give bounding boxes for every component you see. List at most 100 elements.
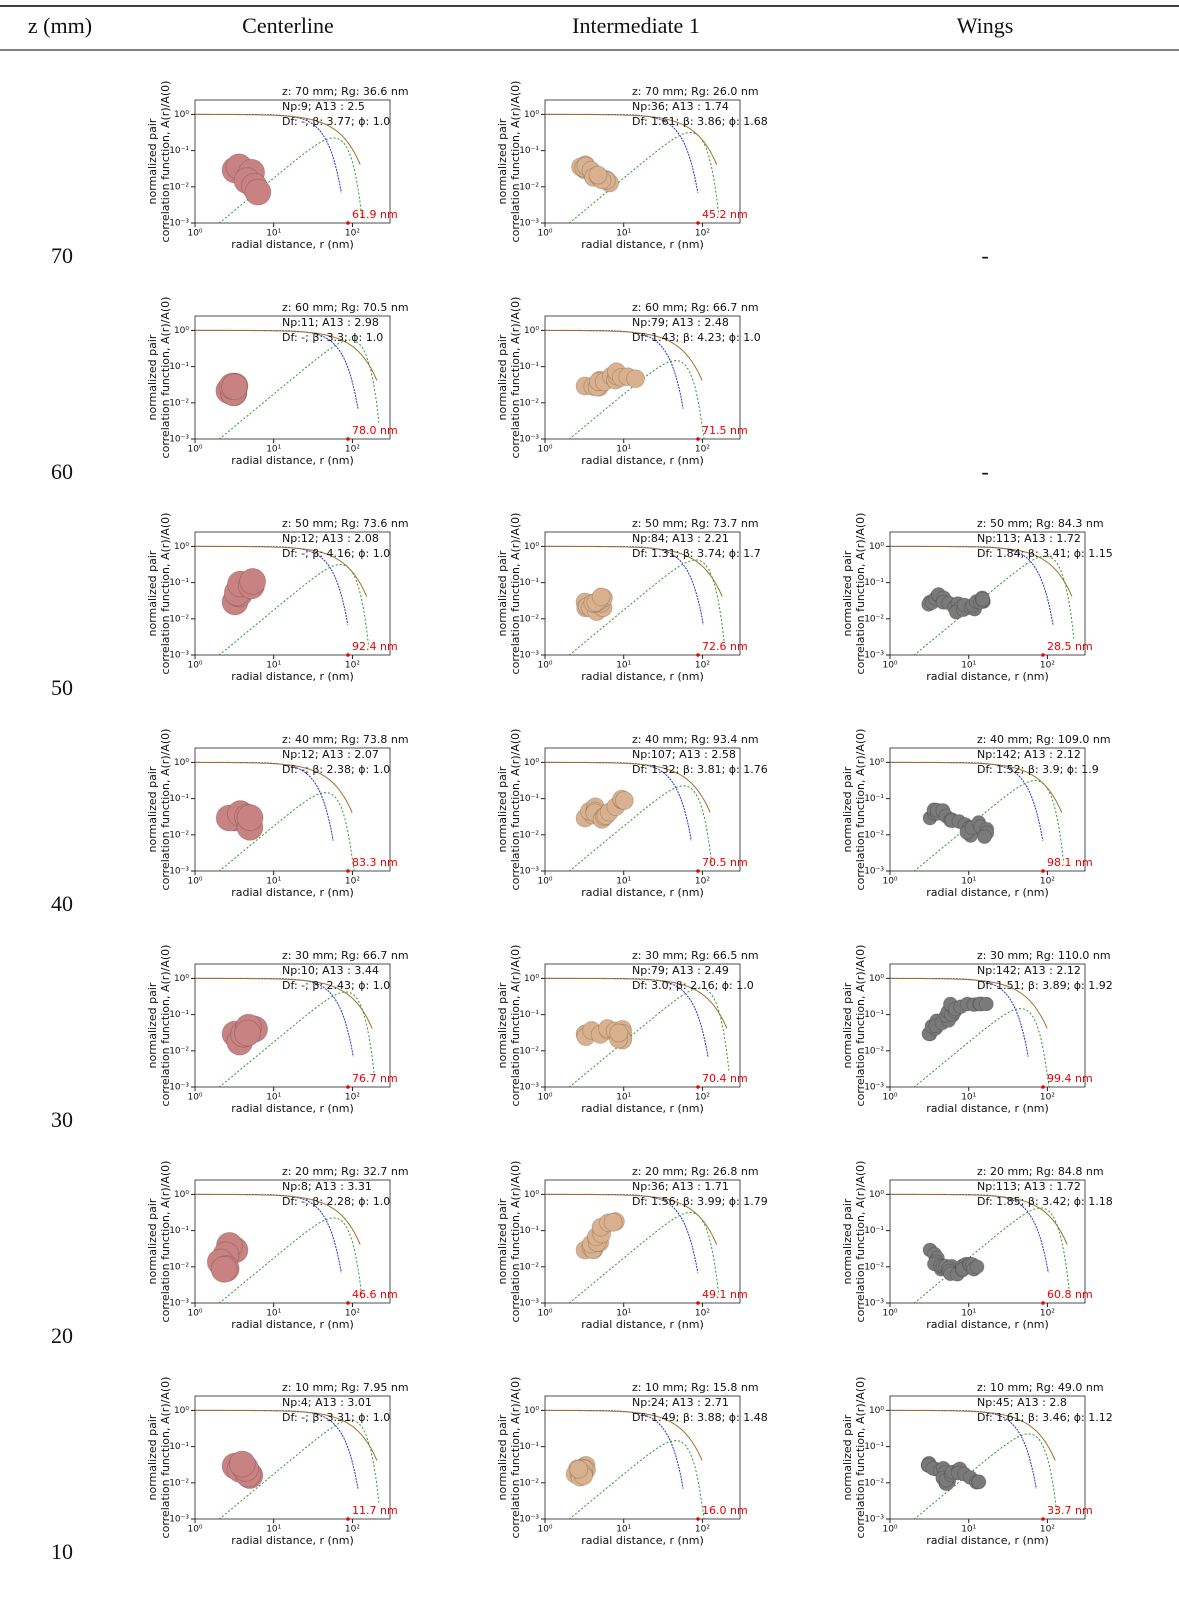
x-tick-label: 10² bbox=[1040, 1525, 1055, 1535]
x-axis-label: radial distance, r (nm) bbox=[926, 670, 1049, 683]
row-z-label: 20 bbox=[51, 1323, 73, 1348]
size-marker bbox=[346, 653, 350, 657]
green-curve bbox=[568, 559, 725, 656]
annotation-line: Df: 1.85; β: 3.42; ϕ: 1.18 bbox=[977, 1195, 1113, 1208]
y-tick-label: 10⁻² bbox=[864, 1262, 884, 1272]
aggregate-particle bbox=[569, 1459, 589, 1479]
y-tick-label: 10⁻² bbox=[169, 1262, 189, 1272]
size-marker bbox=[696, 869, 700, 873]
brown-curve bbox=[195, 113, 361, 165]
annotation-line: Np:36; A13 : 1.74 bbox=[632, 100, 729, 113]
y-axis-label: correlation function, A(r)/A(0) bbox=[509, 81, 522, 243]
annotation-line: Np:11; A13 : 2.98 bbox=[282, 316, 379, 329]
x-tick-label: 10² bbox=[695, 1093, 710, 1103]
annotation-line: Df: 1.84; β: 3.41; ϕ: 1.15 bbox=[977, 547, 1113, 560]
size-marker bbox=[346, 1085, 350, 1089]
x-tick-label: 10² bbox=[1040, 1093, 1055, 1103]
x-axis-label: radial distance, r (nm) bbox=[231, 1318, 354, 1331]
row-z-label: 60 bbox=[51, 459, 73, 484]
y-tick-label: 10⁻³ bbox=[864, 1515, 884, 1525]
x-tick-label: 10⁰ bbox=[882, 1093, 897, 1103]
size-marker bbox=[346, 221, 350, 225]
y-axis-label: normalized pair bbox=[496, 334, 509, 420]
aggregate-particle bbox=[626, 369, 646, 389]
y-tick-label: 10⁰ bbox=[174, 1190, 189, 1200]
x-tick-label: 10¹ bbox=[616, 1309, 631, 1319]
x-axis-label: radial distance, r (nm) bbox=[231, 238, 354, 251]
brown-curve bbox=[545, 113, 718, 165]
y-tick-label: 10⁰ bbox=[524, 758, 539, 768]
aggregate-particle bbox=[977, 829, 993, 845]
green-curve bbox=[568, 1212, 720, 1304]
x-axis-label: radial distance, r (nm) bbox=[581, 454, 704, 467]
y-tick-label: 10⁻² bbox=[519, 182, 539, 192]
annotation-line: Np:79; A13 : 2.49 bbox=[632, 964, 729, 977]
size-label: 76.7 nm bbox=[352, 1072, 398, 1085]
mini-chart: 10⁰ 10¹ 10² 10⁰ 10⁻¹ 10⁻² 10⁻³ z: 40 mm; Rg: 93… bbox=[496, 729, 768, 899]
y-axis-label: correlation function, A(r)/A(0) bbox=[509, 513, 522, 675]
annotation-line: Df: -; β: 2.38; ϕ: 1.0 bbox=[282, 763, 390, 776]
mini-chart: 10⁰ 10¹ 10² 10⁰ 10⁻¹ 10⁻² 10⁻³ z: 30 mm; Rg: 66… bbox=[146, 945, 409, 1115]
aggregate-particle bbox=[614, 791, 634, 811]
x-tick-label: 10¹ bbox=[616, 1093, 631, 1103]
size-label: 78.0 nm bbox=[352, 424, 398, 437]
y-tick-label: 10⁰ bbox=[174, 974, 189, 984]
x-tick-label: 10² bbox=[345, 1309, 360, 1319]
green-curve bbox=[913, 1008, 1050, 1088]
x-tick-label: 10⁰ bbox=[537, 877, 552, 887]
y-tick-label: 10⁻³ bbox=[519, 435, 539, 445]
y-tick-label: 10⁻² bbox=[519, 1478, 539, 1488]
plot-frame bbox=[544, 963, 741, 1088]
mini-chart: 10⁰ 10¹ 10² 10⁰ 10⁻¹ 10⁻² 10⁻³ z: 40 mm; Rg: 10… bbox=[841, 729, 1111, 899]
x-axis-label: radial distance, r (nm) bbox=[581, 238, 704, 251]
x-tick-label: 10¹ bbox=[961, 1525, 976, 1535]
aggregate-particle bbox=[228, 1450, 256, 1478]
size-marker bbox=[696, 437, 700, 441]
x-tick-label: 10² bbox=[345, 445, 360, 455]
y-tick-label: 10⁻² bbox=[169, 182, 189, 192]
annotation-line: Df: 3.0; β: 2.16; ϕ: 1.0 bbox=[632, 979, 754, 992]
y-tick-label: 10⁻¹ bbox=[519, 794, 539, 804]
y-tick-label: 10⁻¹ bbox=[864, 1010, 884, 1020]
plot-frame bbox=[544, 99, 741, 224]
y-tick-label: 10⁻³ bbox=[169, 435, 189, 445]
x-tick-label: 10¹ bbox=[616, 877, 631, 887]
x-tick-label: 10⁰ bbox=[537, 229, 552, 239]
annotation-line: Df: -; β: 3.3; ϕ: 1.0 bbox=[282, 331, 383, 344]
x-tick-label: 10⁰ bbox=[537, 445, 552, 455]
y-axis-label: correlation function, A(r)/A(0) bbox=[854, 513, 867, 675]
brown-curve bbox=[195, 1409, 378, 1461]
annotation-line: Df: -; β: 3.77; ϕ: 1.0 bbox=[282, 115, 390, 128]
x-tick-label: 10¹ bbox=[266, 445, 281, 455]
x-tick-label: 10⁰ bbox=[187, 1093, 202, 1103]
y-tick-label: 10⁰ bbox=[869, 974, 884, 984]
annotation-line: Np:24; A13 : 2.71 bbox=[632, 1396, 729, 1409]
x-tick-label: 10¹ bbox=[961, 877, 976, 887]
mini-chart: 10⁰ 10¹ 10² 10⁰ 10⁻¹ 10⁻² 10⁻³ z: 10 mm; Rg: 15… bbox=[496, 1377, 768, 1547]
y-axis-label: normalized pair bbox=[841, 550, 854, 636]
annotation-line: z: 70 mm; Rg: 36.6 nm bbox=[282, 85, 409, 98]
y-axis-label: normalized pair bbox=[146, 1198, 159, 1284]
x-tick-label: 10⁰ bbox=[187, 661, 202, 671]
x-tick-label: 10² bbox=[695, 445, 710, 455]
x-tick-label: 10² bbox=[1040, 661, 1055, 671]
aggregate-particle bbox=[236, 804, 264, 832]
x-tick-label: 10¹ bbox=[616, 1525, 631, 1535]
row-z-label: 40 bbox=[51, 891, 73, 916]
x-tick-label: 10⁰ bbox=[187, 1525, 202, 1535]
y-axis-label: correlation function, A(r)/A(0) bbox=[854, 729, 867, 891]
mini-chart: 10⁰ 10¹ 10² 10⁰ 10⁻¹ 10⁻² 10⁻³ z: 10 mm; Rg: 7.… bbox=[146, 1377, 409, 1547]
size-label: 61.9 nm bbox=[352, 208, 398, 221]
aggregate-particle bbox=[603, 1212, 623, 1232]
aggregate-particle bbox=[239, 567, 267, 595]
y-tick-label: 10⁰ bbox=[174, 326, 189, 336]
brown-curve bbox=[890, 545, 1073, 597]
y-tick-label: 10⁻² bbox=[169, 1478, 189, 1488]
aggregate-particle bbox=[220, 373, 248, 401]
y-tick-label: 10⁻² bbox=[519, 614, 539, 624]
annotation-line: z: 40 mm; Rg: 93.4 nm bbox=[632, 733, 759, 746]
row-z-label: 30 bbox=[51, 1107, 73, 1132]
aggregate-particle bbox=[975, 591, 991, 607]
row-z-label: 10 bbox=[51, 1539, 73, 1564]
y-tick-label: 10⁰ bbox=[174, 1406, 189, 1416]
